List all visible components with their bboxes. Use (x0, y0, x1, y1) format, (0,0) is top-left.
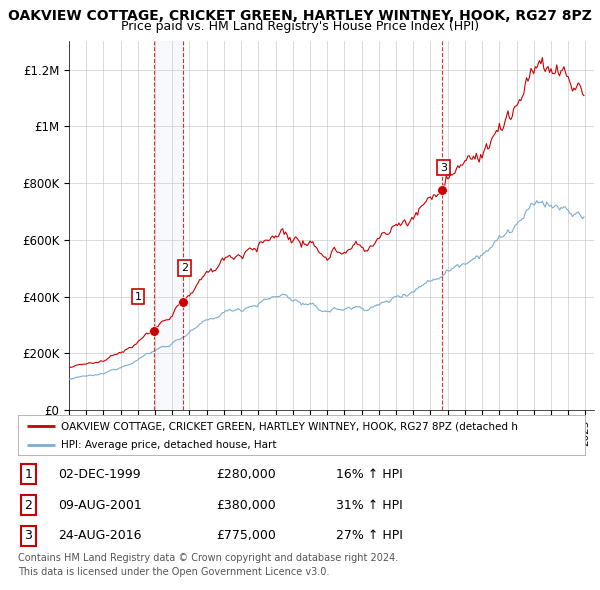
Text: 1: 1 (134, 291, 142, 301)
Text: 09-AUG-2001: 09-AUG-2001 (58, 499, 142, 512)
Text: HPI: Average price, detached house, Hart: HPI: Average price, detached house, Hart (61, 440, 276, 450)
Text: 02-DEC-1999: 02-DEC-1999 (58, 468, 140, 481)
Bar (154, 41, 182, 410)
Text: Contains HM Land Registry data © Crown copyright and database right 2024.
This d: Contains HM Land Registry data © Crown c… (18, 553, 398, 576)
Text: £280,000: £280,000 (217, 468, 276, 481)
Text: 31% ↑ HPI: 31% ↑ HPI (335, 499, 402, 512)
Text: OAKVIEW COTTAGE, CRICKET GREEN, HARTLEY WINTNEY, HOOK, RG27 8PZ: OAKVIEW COTTAGE, CRICKET GREEN, HARTLEY … (8, 9, 592, 23)
Text: 16% ↑ HPI: 16% ↑ HPI (335, 468, 402, 481)
Text: £380,000: £380,000 (217, 499, 276, 512)
Text: 3: 3 (440, 162, 447, 172)
Text: 2: 2 (24, 499, 32, 512)
Text: 2: 2 (181, 263, 188, 273)
Text: OAKVIEW COTTAGE, CRICKET GREEN, HARTLEY WINTNEY, HOOK, RG27 8PZ (detached h: OAKVIEW COTTAGE, CRICKET GREEN, HARTLEY … (61, 421, 517, 431)
Text: 24-AUG-2016: 24-AUG-2016 (58, 529, 141, 542)
Text: Price paid vs. HM Land Registry's House Price Index (HPI): Price paid vs. HM Land Registry's House … (121, 20, 479, 33)
Text: 27% ↑ HPI: 27% ↑ HPI (335, 529, 403, 542)
Text: 1: 1 (24, 468, 32, 481)
Text: £775,000: £775,000 (217, 529, 277, 542)
Text: 3: 3 (24, 529, 32, 542)
